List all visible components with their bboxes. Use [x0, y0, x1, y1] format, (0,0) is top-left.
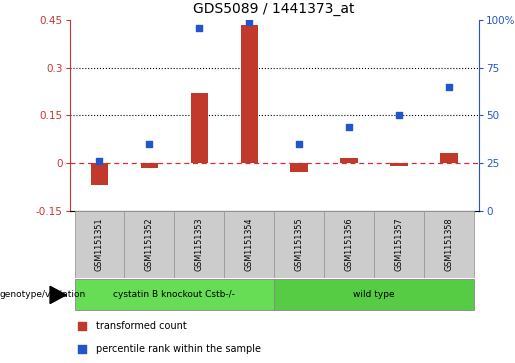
- Bar: [424, 211, 474, 278]
- Point: [195, 25, 203, 30]
- Point: [395, 113, 403, 118]
- Text: GSM1151351: GSM1151351: [95, 217, 104, 271]
- Bar: [241, 25, 258, 163]
- Point: [145, 141, 153, 147]
- Text: GSM1151355: GSM1151355: [295, 217, 304, 271]
- Text: wild type: wild type: [353, 290, 395, 299]
- Text: GSM1151354: GSM1151354: [245, 217, 254, 271]
- Point: [245, 19, 253, 25]
- Text: GSM1151352: GSM1151352: [145, 217, 154, 271]
- Bar: [290, 163, 308, 172]
- Bar: [91, 163, 108, 185]
- Point: [295, 141, 303, 147]
- Point: [445, 84, 453, 90]
- Text: GSM1151357: GSM1151357: [394, 217, 404, 271]
- Bar: [75, 211, 125, 278]
- Text: transformed count: transformed count: [96, 321, 187, 331]
- Bar: [440, 153, 458, 163]
- Text: percentile rank within the sample: percentile rank within the sample: [96, 344, 261, 354]
- Text: GSM1151358: GSM1151358: [444, 217, 454, 271]
- Point: [345, 124, 353, 130]
- Bar: [340, 158, 358, 163]
- Title: GDS5089 / 1441373_at: GDS5089 / 1441373_at: [194, 2, 355, 16]
- Bar: [191, 93, 208, 163]
- Polygon shape: [50, 286, 66, 303]
- Bar: [225, 211, 274, 278]
- Point: [95, 158, 104, 164]
- Bar: [175, 211, 225, 278]
- Point: [78, 323, 86, 329]
- Bar: [274, 211, 324, 278]
- Bar: [390, 163, 408, 166]
- Bar: [324, 211, 374, 278]
- Bar: [75, 280, 274, 310]
- Text: GSM1151353: GSM1151353: [195, 217, 204, 271]
- Text: genotype/variation: genotype/variation: [0, 290, 86, 299]
- Text: cystatin B knockout Cstb-/-: cystatin B knockout Cstb-/-: [113, 290, 235, 299]
- Bar: [125, 211, 175, 278]
- Bar: [274, 280, 474, 310]
- Point: [78, 346, 86, 352]
- Text: GSM1151356: GSM1151356: [345, 217, 354, 271]
- Bar: [374, 211, 424, 278]
- Bar: [141, 163, 158, 168]
